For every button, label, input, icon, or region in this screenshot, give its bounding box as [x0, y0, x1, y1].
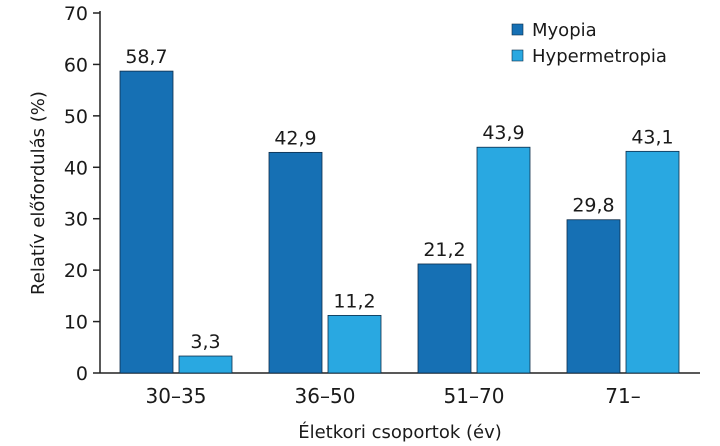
data-label-myopia-4: 29,8	[572, 195, 614, 217]
legend-swatch-hypermetropia	[511, 49, 524, 62]
data-label-hypermetropia-4: 43,1	[631, 126, 673, 148]
y-tick-label: 50	[64, 106, 88, 128]
y-tick-label: 20	[64, 260, 88, 282]
data-label-myopia-3: 21,2	[423, 239, 465, 261]
y-tick-label: 30	[64, 209, 88, 231]
y-axis-ticks: 0 10 20 30 40 50 60 70	[64, 3, 100, 385]
bar-myopia-4	[566, 219, 621, 374]
y-tick-label: 0	[76, 363, 88, 385]
data-label-hypermetropia-2: 11,2	[333, 290, 375, 312]
legend-swatch-myopia	[511, 23, 524, 36]
bar-hypermetropia-2	[327, 314, 382, 374]
bar-hypermetropia-3	[476, 146, 531, 374]
bar-myopia-3	[417, 263, 472, 374]
x-axis-title: Életkori csoportok (év)	[298, 421, 502, 443]
data-label-myopia-2: 42,9	[274, 127, 316, 149]
y-tick-label: 40	[64, 157, 88, 179]
y-axis-title: Relatív előfordulás (%)	[28, 91, 49, 295]
legend: Myopia Hypermetropia	[511, 20, 667, 67]
x-tick-label: 51–70	[444, 384, 505, 408]
bar-hypermetropia-4	[625, 150, 680, 374]
bar-myopia-1	[119, 70, 174, 374]
bars	[119, 70, 680, 374]
x-tick-label: 30–35	[146, 384, 207, 408]
y-tick-label: 10	[64, 312, 88, 334]
data-label-myopia-1: 58,7	[125, 46, 167, 68]
y-tick-label: 70	[64, 3, 88, 25]
bar-hypermetropia-1	[178, 355, 233, 374]
x-tick-label: 36–50	[295, 384, 356, 408]
y-tick-label: 60	[64, 54, 88, 76]
data-label-hypermetropia-1: 3,3	[190, 331, 220, 353]
bar-myopia-2	[268, 151, 323, 374]
data-labels: 58,7 3,3 42,9 11,2 21,2 43,9 29,8 43,1	[125, 46, 673, 353]
legend-label-myopia: Myopia	[532, 20, 597, 41]
data-label-hypermetropia-3: 43,9	[482, 122, 524, 144]
x-tick-label: 71–	[605, 384, 640, 408]
legend-label-hypermetropia: Hypermetropia	[532, 46, 667, 67]
x-axis-tick-labels: 30–35 36–50 51–70 71–	[146, 384, 641, 408]
